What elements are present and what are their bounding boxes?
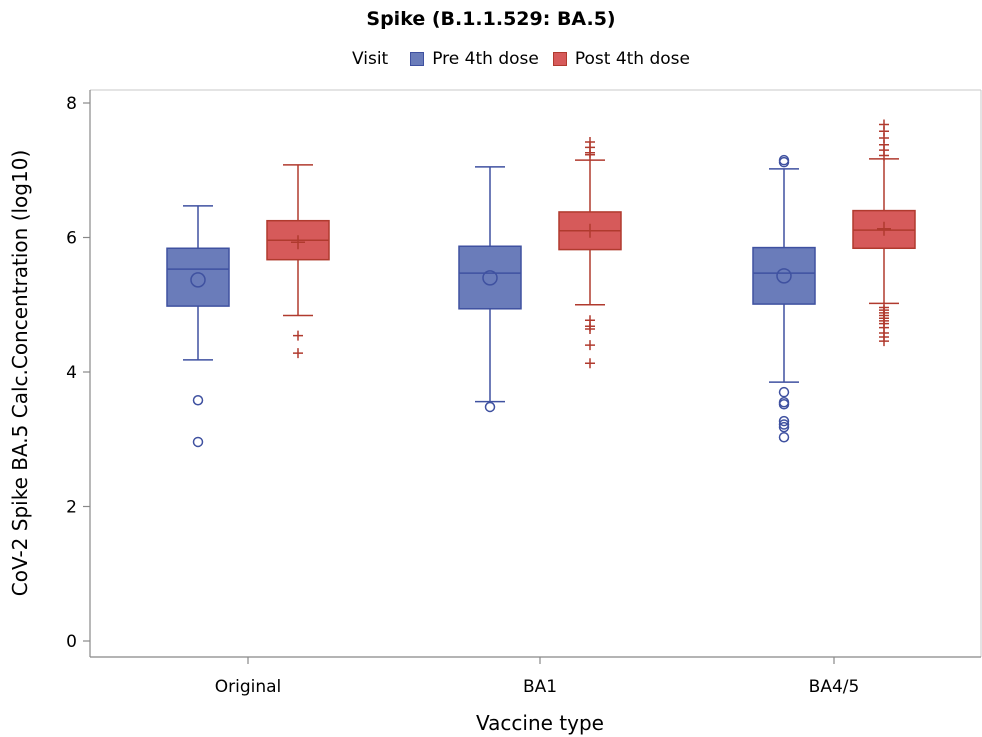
outlier-point [778,386,790,398]
legend-item-pre[interactable]: Pre 4th dose [410,49,539,69]
box-marks [166,119,916,448]
iqr-box [166,247,230,307]
outlier-point [778,415,790,427]
box-post-0 [266,164,330,359]
x-axis-label: Vaccine type [476,711,604,735]
x-tick-label: BA4/5 [809,677,860,697]
outlier-point [192,394,204,406]
y-tick-label: 8 [66,94,77,114]
mean-marker [776,268,792,284]
legend-label-post: Post 4th dose [574,49,690,69]
mean-marker [583,223,597,238]
outlier-point [778,421,790,433]
y-tick-label: 6 [66,229,77,249]
legend-item-post[interactable]: Post 4th dose [552,49,690,69]
outlier-point [778,431,790,443]
outlier-point [293,348,303,359]
x-tick-label: BA1 [523,677,557,697]
y-tick-label: 4 [66,363,77,383]
box-post-1 [558,137,622,369]
legend: Visit Pre 4th dose Post 4th dose [352,46,704,72]
box-pre-2 [752,154,816,443]
legend-swatch-post [552,52,567,66]
mean-marker [291,235,305,250]
outlier-point [585,340,595,351]
legend-label-pre: Pre 4th dose [432,49,539,69]
iqr-box [752,246,816,305]
y-axis-label: CoV-2 Spike BA.5 Calc.Concentration (log… [8,150,32,597]
box-pre-0 [166,205,230,448]
box-post-2 [852,119,916,347]
chart-title: Spike (B.1.1.529: BA.5) [366,8,616,30]
outlier-point [293,330,303,341]
axes: 0 2 4 6 8 Original BA1 BA4/5 [66,89,982,697]
outlier-point [778,154,790,166]
mean-marker [190,272,206,288]
iqr-box [458,245,522,310]
box-pre-1 [458,166,522,413]
legend-swatch-pre [410,52,425,66]
outlier-point [585,323,595,334]
mean-marker [482,270,498,286]
outlier-point [585,358,595,369]
x-tick-label: Original [215,677,282,697]
y-tick-label: 0 [66,632,77,652]
mean-marker [877,221,891,236]
outlier-point [192,436,204,448]
y-tick-label: 2 [66,498,77,518]
outlier-point [585,149,595,160]
outlier-point [879,150,889,161]
outlier-point [879,336,889,347]
outlier-point [484,401,496,413]
outlier-point [778,399,790,410]
legend-title: Visit [352,49,389,69]
